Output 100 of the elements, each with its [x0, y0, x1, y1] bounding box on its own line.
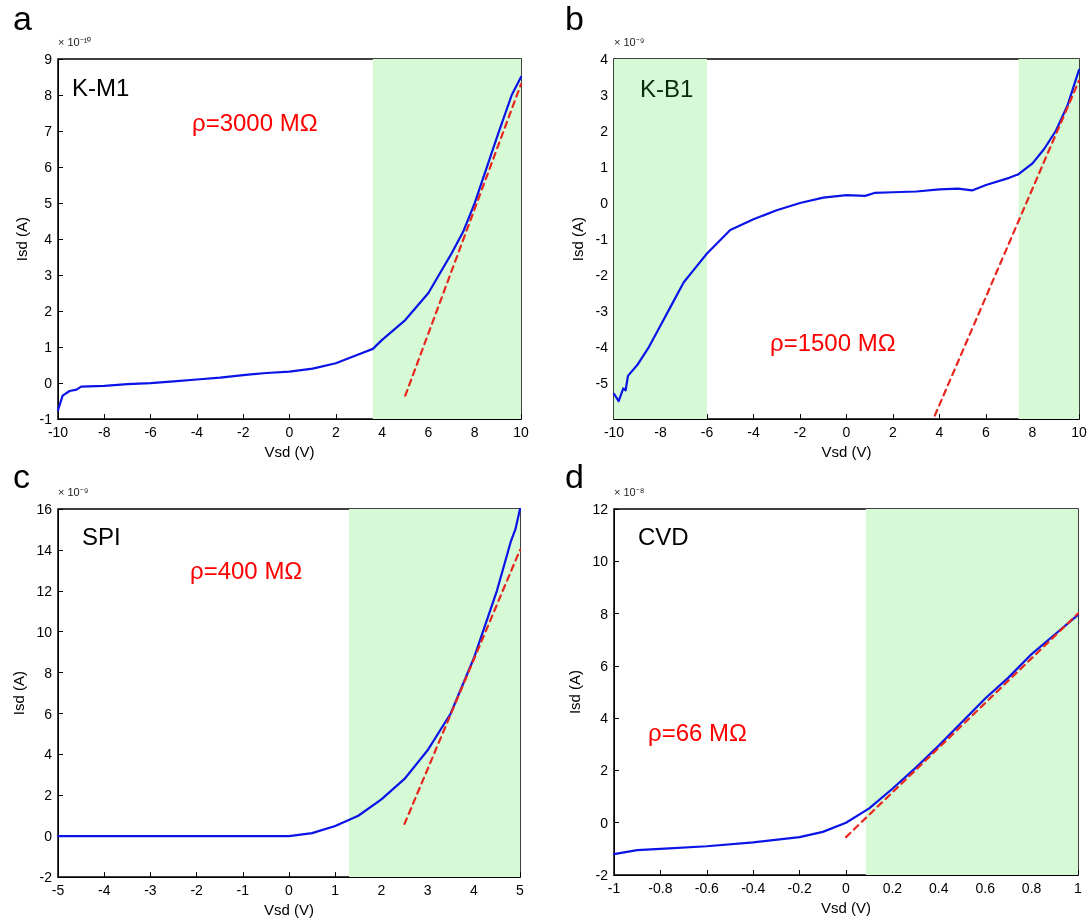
x-tick-label: -1 — [236, 882, 250, 899]
y-tick-label: 2 — [44, 303, 53, 320]
y-tick-label: 6 — [600, 657, 609, 674]
x-tick-label: -0.6 — [694, 880, 720, 896]
y-axis-title: Isd (A) — [9, 670, 27, 716]
x-tick-label: -2 — [793, 424, 807, 441]
x-tick-label: 1 — [1074, 880, 1083, 896]
x-tick-label: -4 — [190, 424, 204, 441]
x-axis-title: Vsd (V) — [264, 443, 315, 460]
y-tick-label: -4 — [595, 339, 609, 356]
chart-title: d — [565, 457, 584, 495]
y-tick-label: 2 — [600, 762, 609, 779]
chart-title: b — [565, 0, 584, 37]
x-tick-label: 3 — [423, 882, 432, 899]
y-tick-label: 1 — [600, 159, 609, 176]
x-axis-title: Vsd (V) — [821, 443, 872, 460]
y-tick-label: 0 — [600, 814, 609, 831]
x-tick-label: 10 — [513, 424, 529, 441]
annotation: ρ=3000 MΩ — [192, 108, 318, 136]
text: × 10⁻⁹ — [614, 35, 645, 48]
y-tick-label: 10 — [592, 553, 609, 570]
x-tick-label: 0 — [842, 424, 851, 441]
y-tick-label: 4 — [44, 746, 53, 763]
y-tick-label: -3 — [595, 303, 609, 320]
annotation: SPI — [82, 522, 121, 550]
y-tick-label: 6 — [44, 705, 53, 722]
y-tick-label: 7 — [44, 123, 53, 140]
y-tick-label: 0 — [44, 828, 53, 845]
x-tick-label: -0.8 — [648, 880, 673, 896]
y-tick-label: 4 — [44, 231, 53, 248]
x-tick-label: 2 — [331, 424, 340, 441]
y-tick-label: 12 — [592, 501, 609, 517]
x-tick-label: 5 — [516, 882, 525, 899]
x-tick-label: -6 — [700, 424, 714, 441]
y-tick-label: 2 — [44, 787, 53, 804]
annotation: K-B1 — [640, 74, 694, 102]
x-tick-label: 0.4 — [929, 880, 949, 896]
y-tick-label: 4 — [600, 51, 609, 67]
y-tick-label: 3 — [44, 267, 53, 284]
x-tick-label: 4 — [469, 882, 478, 899]
y-tick-label: 2 — [600, 123, 609, 140]
x-tick-label: 6 — [424, 424, 433, 441]
y-tick-label: 5 — [44, 195, 53, 212]
x-tick-label: 0.2 — [882, 880, 903, 896]
x-tick-label: -8 — [98, 424, 111, 441]
x-tick-label: 8 — [1028, 424, 1037, 441]
line-series — [612, 68, 1081, 403]
y-tick-label: -2 — [595, 867, 609, 883]
x-tick-label: 0 — [285, 882, 294, 899]
x-tick-label: 0 — [285, 424, 294, 441]
x-tick-label: 0.8 — [1021, 880, 1042, 896]
y-tick-label: 10 — [36, 623, 53, 640]
x-tick-label: -3 — [144, 882, 157, 899]
y-tick-label: -2 — [595, 267, 609, 284]
y-tick-label: 14 — [36, 541, 53, 558]
y-tick-label: 8 — [44, 664, 53, 681]
x-tick-label: 1 — [331, 882, 340, 899]
y-tick-label: 16 — [36, 501, 53, 517]
y-tick-label: 8 — [600, 605, 609, 622]
x-tick-label: -2 — [190, 882, 204, 899]
chart-title: a — [13, 0, 32, 37]
line-series — [56, 75, 523, 412]
x-tick-label: -8 — [654, 424, 667, 441]
annotation: ρ=1500 MΩ — [770, 328, 896, 356]
x-tick-label: -4 — [747, 424, 760, 441]
y-tick-label: 4 — [600, 710, 609, 727]
text: × 10⁻¹⁰ — [58, 35, 92, 48]
line-series — [612, 613, 1080, 856]
y-tick-label: 12 — [36, 582, 53, 599]
y-tick-label: 6 — [44, 159, 53, 176]
y-tick-label: 0 — [44, 375, 53, 392]
x-axis-title: Vsd (V) — [263, 901, 315, 918]
text: × 10⁻⁸ — [614, 485, 645, 498]
text: × 10⁻⁹ — [58, 485, 89, 498]
x-tick-label: -4 — [97, 882, 111, 899]
x-tick-label: 0.6 — [975, 880, 996, 896]
x-tick-label: 10 — [1071, 424, 1087, 441]
line-series — [56, 507, 522, 838]
y-tick-label: 9 — [44, 51, 53, 67]
x-tick-label: -0.2 — [787, 880, 812, 896]
y-tick-label: 3 — [600, 87, 609, 104]
y-tick-label: 1 — [44, 339, 53, 356]
x-tick-label: -0.4 — [741, 880, 766, 896]
x-tick-label: -6 — [144, 424, 158, 441]
y-tick-label: 8 — [44, 87, 53, 104]
annotation: CVD — [638, 522, 689, 550]
chart-title: c — [13, 457, 30, 495]
annotation: K-M1 — [72, 73, 130, 101]
x-tick-label: 2 — [889, 424, 898, 441]
x-tick-label: 2 — [377, 882, 386, 899]
x-tick-label: -10 — [603, 424, 625, 441]
x-tick-label: 0 — [842, 880, 851, 896]
x-axis-title: Vsd (V) — [820, 898, 872, 916]
x-tick-label: 8 — [470, 424, 479, 441]
y-axis-title: Isd (A) — [568, 216, 586, 262]
y-tick-label: -1 — [595, 231, 609, 248]
y-tick-label: 0 — [600, 195, 609, 212]
y-axis-title: Isd (A) — [565, 669, 583, 715]
y-axis-title: Isd (A) — [12, 216, 30, 262]
annotation: ρ=400 MΩ — [190, 556, 303, 584]
